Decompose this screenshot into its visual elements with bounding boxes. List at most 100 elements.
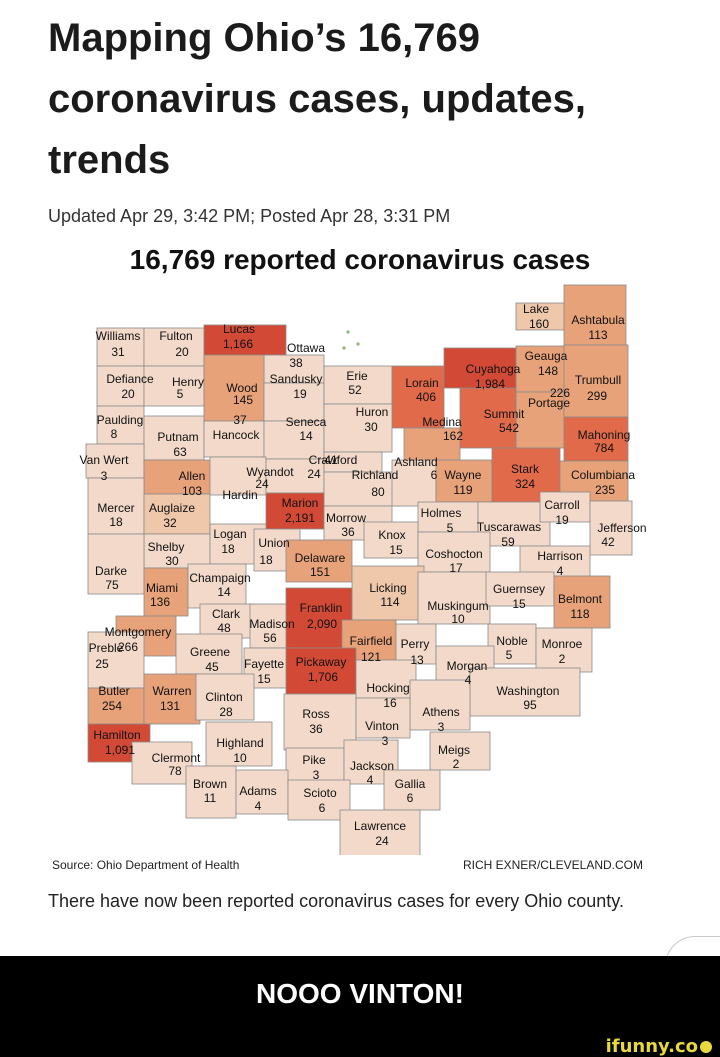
county-cases-label: 299: [587, 389, 607, 403]
county-name-label: Montgomery: [105, 625, 172, 639]
county-noble: [487, 623, 537, 665]
county-cases-label: 5: [447, 521, 454, 535]
county-name-label: Medina: [422, 415, 462, 429]
county-name-label: Jackson: [350, 759, 394, 773]
county-cases-label: 24: [375, 834, 389, 848]
map-title: 16,769 reported coronavirus cases: [129, 244, 591, 275]
county-cases-label: 41: [324, 453, 338, 467]
county-knox: [363, 521, 419, 559]
county-name-label: Holmes: [421, 506, 462, 520]
county-name-label: Lawrence: [354, 819, 406, 833]
county-shapes: [85, 284, 633, 855]
county-cases-label: 3: [382, 734, 389, 748]
county-name-label: Coshocton: [425, 547, 482, 561]
article-timestamp: Updated Apr 29, 3:42 PM; Posted Apr 28, …: [48, 206, 451, 226]
county-guernsey: [485, 571, 555, 607]
county-name-label: Carroll: [544, 498, 579, 512]
county-darke: [87, 533, 145, 595]
county-name-label: Defiance: [106, 372, 154, 386]
county-cases-label: 24: [255, 477, 269, 491]
county-name-label: Lucas: [223, 322, 255, 336]
county-cases-label: 254: [102, 699, 122, 713]
county-defiance: [96, 365, 145, 407]
county-name-label: Van Wert: [80, 453, 130, 467]
county-name-label: Mercer: [97, 501, 134, 515]
county-cases-label: 30: [165, 554, 179, 568]
county-cases-label: 5: [177, 387, 184, 401]
county-name-label: Fulton: [159, 329, 192, 343]
county-shelby: [143, 533, 211, 569]
county-cases-label: 162: [443, 429, 463, 443]
county-cases-label: 15: [389, 543, 403, 557]
county-greene: [175, 633, 243, 675]
county-marion: [265, 492, 325, 530]
county-cases-label: 78: [168, 764, 182, 778]
county-cases-label: 119: [453, 483, 472, 497]
county-cases-label: 118: [570, 607, 589, 621]
county-name-label: Portage: [528, 396, 570, 410]
county-name-label: Cuyahoga: [466, 362, 521, 376]
county-cases-label: 145: [233, 393, 253, 407]
county-cases-label: 30: [364, 420, 378, 434]
county-name-label: Noble: [496, 634, 528, 648]
county-name-label: Summit: [484, 407, 525, 421]
county-cases-label: 8: [111, 427, 118, 441]
county-clermont: [131, 741, 193, 785]
county-name-label: Seneca: [286, 415, 327, 429]
county-portage: [515, 391, 565, 449]
county-cases-label: 25: [95, 657, 109, 671]
county-name-label: Clark: [212, 607, 241, 621]
article-caption: There have now been reported coronavirus…: [48, 891, 624, 911]
county-name-label: Brown: [193, 777, 227, 791]
county-name-label: Union: [258, 536, 289, 550]
county-highland: [205, 721, 273, 767]
county-cases-label: 17: [449, 561, 463, 575]
county-cases-label: 28: [219, 705, 233, 719]
county-name-label: Allen: [179, 469, 206, 483]
county-cases-label: 75: [105, 578, 119, 592]
county-cases-label: 1,706: [308, 670, 338, 684]
county-name-label: Adams: [239, 784, 276, 798]
county-name-label: Champaign: [189, 571, 250, 585]
county-name-label: Belmont: [558, 592, 603, 606]
county-name-label: Clinton: [205, 690, 242, 704]
county-name-label: Columbiana: [571, 468, 635, 482]
county-cases-label: 4: [367, 773, 374, 787]
county-name-label: Franklin: [300, 601, 343, 615]
county-vinton: [355, 697, 411, 739]
brand-text: ifunny.co: [605, 1036, 698, 1057]
county-cases-label: 63: [173, 445, 187, 459]
county-name-label: Paulding: [97, 413, 144, 427]
county-cases-label: 10: [233, 751, 247, 765]
county-cases-label: 6: [319, 801, 326, 815]
county-name-label: Ross: [302, 707, 329, 721]
ifunny-watermark: ifunny.co: [606, 1036, 712, 1057]
county-gallia: [383, 769, 441, 811]
county-name-label: Pike: [302, 753, 326, 767]
county-perry: [395, 623, 437, 665]
county-name-label: Trumbull: [575, 373, 621, 387]
county-cases-label: 56: [263, 631, 277, 645]
county-muskingum: [417, 571, 491, 625]
county-cases-label: 24: [307, 467, 321, 481]
county-cases-label: 15: [257, 672, 271, 686]
county-name-label: Ottawa: [287, 341, 325, 355]
lake-erie-island: [356, 342, 360, 346]
county-cases-label: 6: [407, 791, 414, 805]
county-cases-label: 32: [163, 516, 177, 530]
county-cases-label: 19: [293, 387, 307, 401]
county-huron: [323, 403, 393, 453]
county-name-label: Sandusky: [270, 372, 323, 386]
county-ashland: [391, 459, 437, 507]
county-cases-label: 4: [557, 564, 564, 578]
county-cases-label: 11: [204, 791, 217, 805]
county-van-wert: [85, 443, 145, 479]
county-cases-label: 2: [559, 652, 566, 666]
county-summit: [459, 387, 517, 449]
county-cases-label: 4: [465, 673, 472, 687]
county-name-label: Tuscarawas: [477, 520, 541, 534]
county-name-label: Erie: [346, 369, 368, 383]
county-lorain: [391, 365, 445, 429]
county-cases-label: 1,091: [105, 743, 135, 757]
